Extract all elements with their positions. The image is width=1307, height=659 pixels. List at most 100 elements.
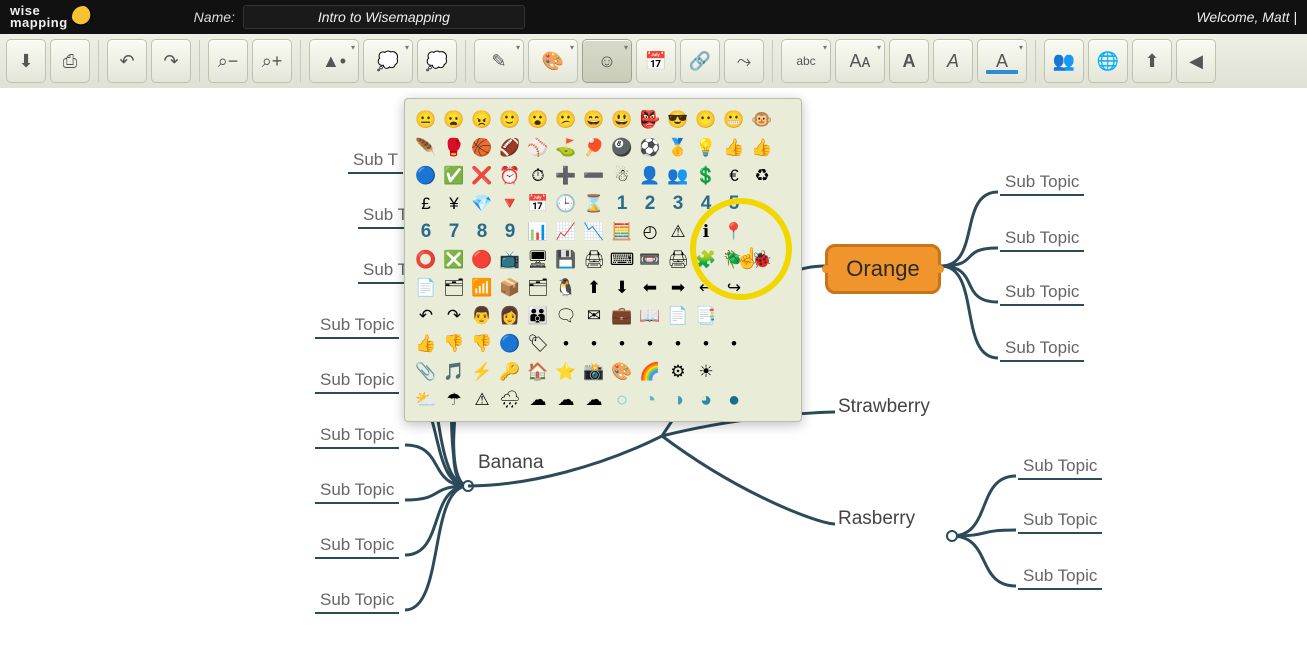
icon-option[interactable]: ❎ xyxy=(441,247,467,273)
icon-option[interactable]: 🗂 xyxy=(441,275,467,301)
save-button[interactable]: ⬇ xyxy=(6,39,46,83)
icon-option[interactable]: ⚡ xyxy=(469,359,495,385)
icon-option[interactable]: ⬅ xyxy=(637,275,663,301)
icon-option[interactable]: ⚽ xyxy=(637,135,663,161)
icon-option[interactable]: 🖨 xyxy=(665,247,691,273)
icon-option[interactable]: ⚠ xyxy=(469,387,495,413)
topic-shape-button[interactable]: ▲•▾ xyxy=(309,39,359,83)
icon-option[interactable]: 🏷 xyxy=(525,331,551,357)
subtopic-left[interactable]: Sub Topic xyxy=(315,313,399,339)
border-color-button[interactable]: ✎▾ xyxy=(474,39,524,83)
export-button[interactable]: ⬆ xyxy=(1132,39,1172,83)
icon-option[interactable]: ☁ xyxy=(525,387,551,413)
icon-option[interactable]: £ xyxy=(413,191,439,217)
font-family-button[interactable]: abc▾ xyxy=(781,39,831,83)
icon-option[interactable]: ¥ xyxy=(441,191,467,217)
icon-option[interactable]: • xyxy=(721,331,747,357)
icon-option[interactable]: ➕ xyxy=(553,163,579,189)
subtopic-left[interactable]: Sub Topic xyxy=(315,478,399,504)
icon-option[interactable]: ✉ xyxy=(581,303,607,329)
icon-option[interactable]: ❌ xyxy=(469,163,495,189)
delete-topic-button[interactable]: 💭 xyxy=(417,39,457,83)
icon-option[interactable]: 🔵 xyxy=(413,163,439,189)
icon-option[interactable]: 😮 xyxy=(525,107,551,133)
icon-option[interactable]: 📈 xyxy=(553,219,579,245)
icon-option[interactable]: 🖥 xyxy=(525,247,551,273)
icon-option[interactable]: 👎 xyxy=(441,331,467,357)
redo-button[interactable]: ↷ xyxy=(151,39,191,83)
topic-strawberry[interactable]: Strawberry xyxy=(838,396,930,418)
icon-option[interactable]: • xyxy=(581,331,607,357)
zoom-out-button[interactable]: ⌕− xyxy=(208,39,248,83)
subtopic-orange[interactable]: Sub Topic xyxy=(1000,280,1084,306)
icon-option[interactable]: 😠 xyxy=(469,107,495,133)
icon-option[interactable]: 📼 xyxy=(637,247,663,273)
icon-option[interactable]: 😦 xyxy=(441,107,467,133)
icon-option[interactable]: 🐵 xyxy=(749,107,775,133)
icon-option[interactable]: ☁ xyxy=(581,387,607,413)
publish-button[interactable]: 🌐 xyxy=(1088,39,1128,83)
icon-option[interactable]: 📍 xyxy=(721,219,747,245)
icon-option[interactable]: 3 xyxy=(665,191,691,217)
subtopic-left[interactable]: Sub Topic xyxy=(315,423,399,449)
subtopic-orange[interactable]: Sub Topic xyxy=(1000,336,1084,362)
link-button[interactable]: 🔗 xyxy=(680,39,720,83)
icon-option[interactable]: ⬇ xyxy=(609,275,635,301)
icon-option[interactable]: 🔑 xyxy=(497,359,523,385)
icon-option[interactable]: 9 xyxy=(497,219,523,245)
icon-option[interactable]: 👨 xyxy=(469,303,495,329)
icon-option[interactable]: 🔵 xyxy=(497,331,523,357)
icon-option[interactable]: 👺 xyxy=(637,107,663,133)
icon-option[interactable]: 💾 xyxy=(553,247,579,273)
icon-option[interactable]: 🧮 xyxy=(609,219,635,245)
subtopic-left[interactable]: Sub Topic xyxy=(315,588,399,614)
icon-option[interactable]: 👥 xyxy=(665,163,691,189)
icon-option[interactable]: 👍 xyxy=(413,331,439,357)
icon-option[interactable]: ◕ xyxy=(693,387,719,413)
icon-option[interactable]: 😬 xyxy=(721,107,747,133)
font-color-button[interactable]: A▾ xyxy=(977,39,1027,83)
icon-option[interactable]: 📅 xyxy=(525,191,551,217)
icon-option[interactable]: • xyxy=(553,331,579,357)
undo-button[interactable]: ↶ xyxy=(107,39,147,83)
topic-banana[interactable]: Banana xyxy=(478,452,544,474)
share-button[interactable]: 👥 xyxy=(1044,39,1084,83)
icon-option[interactable]: 😎 xyxy=(665,107,691,133)
icon-option[interactable]: 👎 xyxy=(469,331,495,357)
icon-option[interactable]: 🎵 xyxy=(441,359,467,385)
icon-option[interactable]: 👩 xyxy=(497,303,523,329)
icon-option[interactable]: ○ xyxy=(609,387,635,413)
icon-option[interactable]: 😃 xyxy=(609,107,635,133)
icon-option[interactable]: 🥊 xyxy=(441,135,467,161)
icon-option[interactable]: 6 xyxy=(413,219,439,245)
icon-option[interactable]: ℹ xyxy=(693,219,719,245)
icon-option[interactable]: 🐧 xyxy=(553,275,579,301)
icon-option[interactable]: ● xyxy=(721,387,747,413)
icon-option[interactable]: 😶 xyxy=(693,107,719,133)
icon-option[interactable]: 🙂 xyxy=(497,107,523,133)
icon-option[interactable]: 🐞 xyxy=(749,247,775,273)
icon-option[interactable]: 👪 xyxy=(525,303,551,329)
icon-option[interactable]: 🗨 xyxy=(553,303,579,329)
icon-option[interactable]: ☃ xyxy=(609,163,635,189)
icon-option[interactable]: 👍 xyxy=(749,135,775,161)
icon-option[interactable]: 📺 xyxy=(497,247,523,273)
mindmap-canvas[interactable]: OrangeBananaStrawberryRasberrySub TSub T… xyxy=(0,88,1307,659)
icon-option[interactable]: ⚠ xyxy=(665,219,691,245)
icon-option[interactable]: ☀ xyxy=(693,359,719,385)
icon-option[interactable]: ⛳ xyxy=(553,135,579,161)
icon-option[interactable]: 📑 xyxy=(693,303,719,329)
icon-option[interactable]: ◑ xyxy=(665,387,691,413)
icon-option[interactable]: • xyxy=(693,331,719,357)
icon-option[interactable]: ➖ xyxy=(581,163,607,189)
icon-option[interactable]: ♻ xyxy=(749,163,775,189)
icon-option[interactable]: ☂ xyxy=(441,387,467,413)
icon-option[interactable]: ☁ xyxy=(553,387,579,413)
bold-button[interactable]: A xyxy=(889,39,929,83)
icon-option[interactable]: ✅ xyxy=(441,163,467,189)
icon-option[interactable]: 4 xyxy=(693,191,719,217)
topic-rasberry[interactable]: Rasberry xyxy=(838,508,915,530)
topic-orange-selected[interactable]: Orange xyxy=(825,244,941,294)
icon-option[interactable]: ⚙ xyxy=(665,359,691,385)
icon-option[interactable]: ⚾ xyxy=(525,135,551,161)
